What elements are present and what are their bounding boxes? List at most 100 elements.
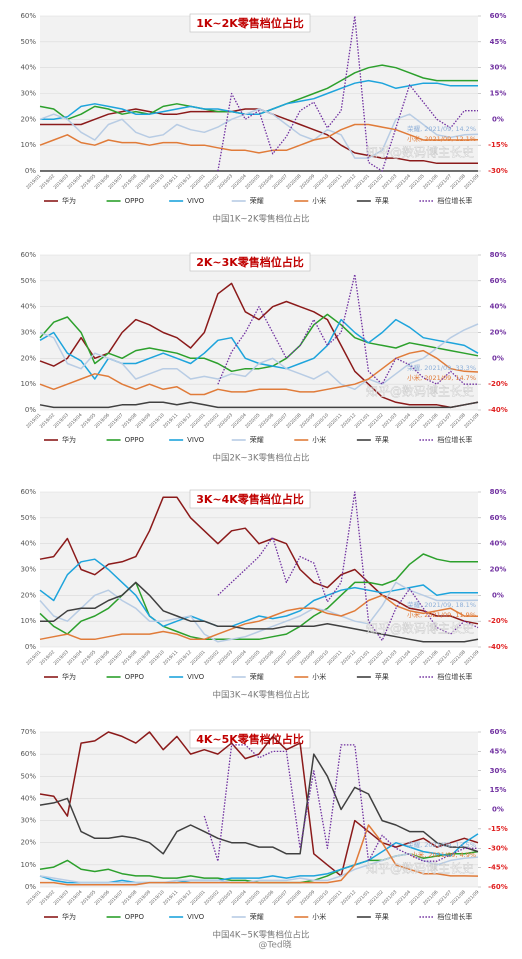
legend-label: 荣耀 (250, 672, 264, 681)
y2-tick-label: 30% (490, 767, 507, 775)
y-tick-label: 40% (20, 540, 36, 548)
chart-panel: 0% 10% 20% 30% 40% 50% 60% -30% -15% 0% 15% 30% 45% 6… (20, 12, 507, 225)
legend-label: VIVO (187, 197, 205, 205)
y2-tick-label: 60% (490, 12, 507, 20)
y-tick-label: 40% (20, 794, 36, 802)
y2-tick-label: 30% (490, 64, 507, 72)
series-line (39, 282, 479, 409)
y2-tick-label: -40% (488, 406, 508, 414)
legend-label: 小米 (312, 435, 326, 444)
legend-label: OPPO (125, 436, 145, 444)
chart-title: 1K~2K零售档位占比 (196, 16, 304, 30)
y2-tick-label: 15% (490, 90, 507, 98)
y-tick-label: 10% (20, 380, 36, 388)
y-tick-label: 10% (20, 861, 36, 869)
y2-tick-label: 80% (490, 488, 507, 496)
y-tick-label: 30% (20, 329, 36, 337)
series-line (217, 491, 479, 642)
annotation: 荣耀, 2021/09, 33.3% (407, 363, 476, 372)
title-box (189, 13, 311, 33)
legend-label: OPPO (125, 197, 145, 205)
annotation: 荣耀, 2021/09, 18.1% (407, 600, 476, 609)
chart-title: 4K~5K零售档位占比 (196, 732, 304, 746)
legend-label: 档位增长率 (437, 196, 472, 205)
y-tick-label: 50% (20, 514, 36, 522)
series-line (39, 313, 479, 373)
y-tick-label: 20% (20, 115, 36, 123)
legend-label: 荣耀 (250, 435, 264, 444)
series-line (39, 349, 479, 396)
y2-tick-label: -40% (488, 643, 508, 651)
annotation: 小米, 2021/09, 12.1% (407, 134, 476, 143)
series-line (40, 79, 478, 121)
series-line (39, 553, 478, 641)
series-line (39, 753, 479, 855)
y2-tick-label: 0% (492, 115, 504, 123)
y2-tick-label: -20% (488, 617, 508, 625)
series-line (39, 731, 479, 877)
legend-label: 档位增长率 (437, 912, 472, 921)
annotation: 小米, 2021/09, 14.7% (407, 373, 476, 382)
series-line (39, 323, 479, 391)
legend-label: 档位增长率 (437, 672, 472, 681)
series-line (39, 108, 479, 159)
y2-tick-label: 45% (490, 38, 507, 46)
legend-label: 苹果 (375, 912, 389, 921)
legend-label: 华为 (62, 912, 76, 921)
x-tick-label: 2021/09 (463, 173, 481, 191)
y2-tick-label: 20% (490, 566, 507, 574)
y2-tick-label: 60% (490, 728, 507, 736)
y-tick-label: 30% (20, 90, 36, 98)
title-box (189, 252, 311, 272)
legend-label: 苹果 (375, 196, 389, 205)
y-tick-label: 50% (20, 772, 36, 780)
series-line (203, 744, 478, 862)
chart-panel: 0% 10% 20% 30% 40% 50% 60% 70% -60% -45% -30% -15% 0… (20, 728, 507, 941)
y-tick-label: 60% (20, 12, 36, 20)
legend-label: 苹果 (375, 435, 389, 444)
annotation: 小米, 2021/09, 11.9% (407, 610, 476, 619)
annotation: 荣耀, 2021/09, 13.5% (407, 840, 476, 849)
y2-tick-label: 0% (492, 591, 504, 599)
y-tick-label: 50% (20, 38, 36, 46)
y2-tick-label: -20% (488, 380, 508, 388)
footer: @Ted晓 (258, 939, 291, 951)
legend-label: 华为 (62, 196, 76, 205)
series-line (39, 558, 478, 628)
y-tick-label: 0% (25, 406, 36, 414)
y2-tick-label: 15% (490, 786, 507, 794)
y-tick-label: 70% (20, 728, 36, 736)
y2-tick-label: -30% (488, 844, 508, 852)
legend-label: 小米 (312, 672, 326, 681)
y2-tick-label: 45% (490, 747, 507, 755)
chart-caption: 中国1K~2K零售档位占比 (212, 214, 309, 225)
series-line (39, 123, 479, 154)
legend-label: 华为 (62, 672, 76, 681)
series-line (39, 581, 479, 643)
y2-tick-label: 80% (490, 251, 507, 259)
annotation: 小米, 2021/09, 4.9% (411, 850, 476, 859)
chart-caption: 中国3K~4K零售档位占比 (212, 690, 309, 701)
watermark: 知乎@数码博主长史 (366, 621, 474, 636)
legend-label: 档位增长率 (437, 435, 472, 444)
y2-tick-label: -45% (488, 864, 508, 872)
y2-tick-label: -15% (488, 825, 508, 833)
y-tick-label: 60% (20, 251, 36, 259)
legend-label: 小米 (312, 196, 326, 205)
series-line (39, 496, 479, 625)
x-tick-label: 2021/09 (463, 649, 481, 667)
y2-tick-label: 20% (490, 329, 507, 337)
y-tick-label: 0% (25, 643, 36, 651)
watermark: 知乎@数码博主长史 (366, 861, 474, 876)
y-tick-label: 60% (20, 488, 36, 496)
y-tick-label: 30% (20, 817, 36, 825)
chart-caption: 中国2K~3K零售档位占比 (212, 453, 309, 464)
series-line (40, 824, 479, 886)
legend-label: 华为 (62, 435, 76, 444)
legend-label: 荣耀 (250, 912, 264, 921)
series-line (39, 853, 479, 884)
series-line (39, 594, 479, 641)
y2-tick-label: 0% (492, 806, 504, 814)
y-tick-label: 30% (20, 566, 36, 574)
